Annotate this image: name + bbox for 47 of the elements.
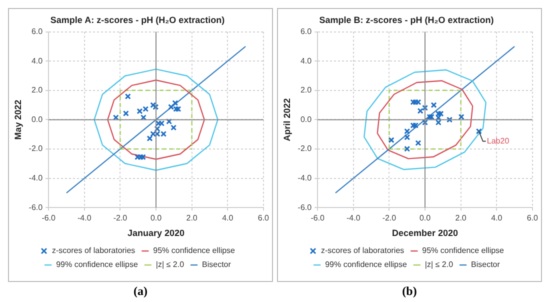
y-tick-label: -2.0 [298, 144, 312, 154]
x-tick-label: 2.0 [455, 214, 467, 223]
legend-label: 99% confidence ellipse [56, 260, 138, 270]
chart-title: Sample B: z-scores - pH (H₂O extraction) [319, 14, 494, 25]
y-tick-label: 0.0 [31, 114, 44, 124]
x-axis-title: December 2020 [392, 228, 458, 238]
y-tick-label: -6.0 [28, 202, 44, 212]
chart-title: Sample A: z-scores - pH (H₂O extraction) [50, 14, 225, 25]
x-tick-label: 0.0 [150, 214, 162, 223]
y-tick-label: -2.0 [28, 144, 44, 154]
legend-label: |z| ≤ 2.0 [424, 260, 454, 270]
y-tick-label: 6.0 [300, 27, 312, 36]
legend-label: z-scores of laboratories [321, 246, 404, 256]
y-tick-label: -4.0 [28, 174, 44, 183]
y-tick-label: -4.0 [298, 174, 312, 183]
y-tick-label: 4.0 [31, 56, 44, 66]
x-axis-title: January 2020 [127, 228, 185, 238]
y-axis-title: April 2022 [282, 98, 292, 142]
legend-label: Bisector [471, 260, 500, 270]
annotation: Lab20 [486, 136, 510, 146]
y-tick-label: 0.0 [300, 114, 312, 124]
x-tick-label: 4.0 [491, 214, 503, 223]
x-tick-label: -6.0 [42, 214, 56, 223]
y-tick-label: 6.0 [31, 27, 44, 36]
y-tick-label: 2.0 [31, 86, 44, 95]
x-tick-label: -4.0 [346, 214, 361, 223]
legend-label: 95% confidence ellipse [153, 246, 236, 256]
y-tick-label: 4.0 [300, 56, 312, 66]
text: (b) [402, 284, 417, 299]
x-tick-label: 6.0 [526, 214, 539, 223]
x-tick-label: -2.0 [113, 214, 128, 223]
legend-label: 99% confidence ellipse [325, 260, 408, 270]
x-tick-label: 4.0 [222, 214, 234, 223]
text: (a) [134, 284, 148, 299]
legend-label: z-scores of laboratories [52, 246, 136, 256]
x-tick-label: -6.0 [310, 214, 326, 223]
y-tick-label: -6.0 [298, 202, 312, 212]
y-tick-label: 2.0 [300, 86, 312, 95]
x-tick-label: -2.0 [382, 214, 397, 223]
x-tick-label: -4.0 [77, 214, 92, 223]
x-tick-label: 0.0 [419, 214, 432, 223]
legend-label: |z| ≤ 2.0 [156, 260, 185, 270]
x-tick-label: 2.0 [186, 214, 198, 223]
legend-label: 95% confidence ellipse [422, 246, 505, 256]
legend-label: Bisector [202, 260, 232, 270]
x-tick-label: 6.0 [258, 214, 270, 223]
y-axis-title: May 2022 [12, 100, 23, 140]
